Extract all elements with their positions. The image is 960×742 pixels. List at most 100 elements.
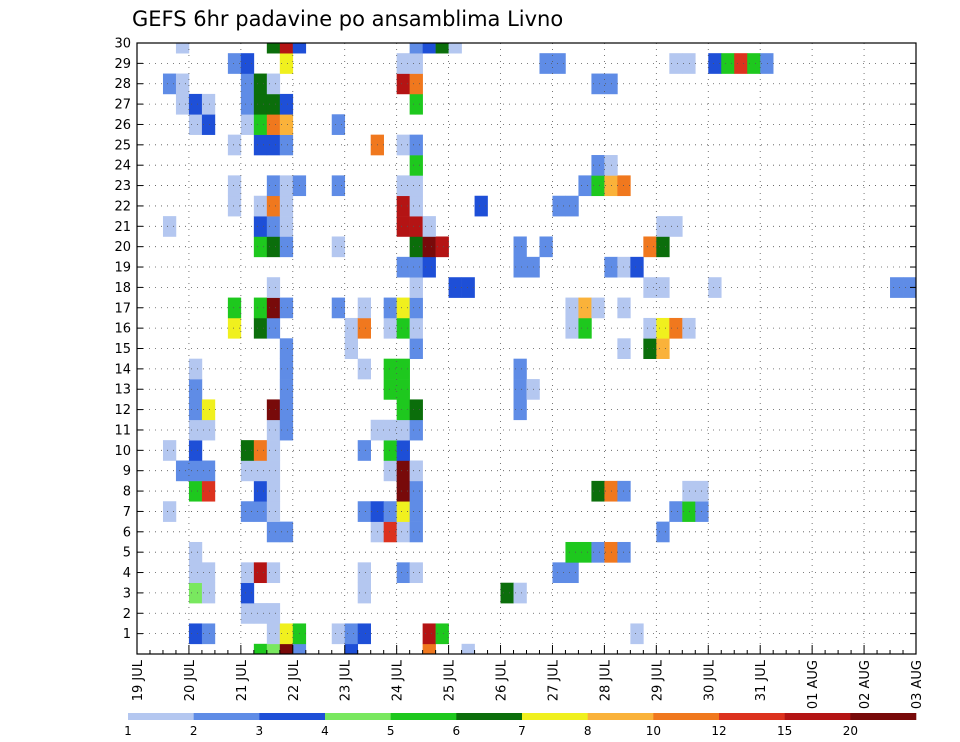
heatmap-cell xyxy=(396,297,410,319)
colorbar: 1 2 3 4 5 6 7 8 10 12 15 20 xyxy=(124,713,917,738)
heatmap-cell xyxy=(279,358,294,380)
heatmap-cell xyxy=(279,175,294,197)
heatmap-cell xyxy=(253,480,268,502)
heatmap-cell xyxy=(266,643,281,655)
heatmap-cell xyxy=(903,277,917,298)
heatmap-cell xyxy=(201,582,216,604)
heatmap-cell xyxy=(396,562,410,584)
heatmap-cell xyxy=(175,73,190,95)
heatmap-cell xyxy=(409,73,423,95)
heatmap-cell xyxy=(396,501,410,522)
heatmap-cell xyxy=(617,175,631,197)
heatmap-cell xyxy=(175,93,190,115)
heatmap-cell xyxy=(188,623,203,645)
heatmap-cell xyxy=(357,440,371,461)
heatmap-cell xyxy=(383,419,397,441)
heatmap-cell xyxy=(266,277,281,298)
heatmap-cell xyxy=(188,582,203,604)
heatmap-cell xyxy=(279,53,294,74)
heatmap-cell xyxy=(643,317,657,339)
heatmap-cell xyxy=(565,195,579,217)
heatmap-cell xyxy=(266,236,281,258)
colorbar-label: 7 xyxy=(518,724,526,738)
heatmap-cell xyxy=(266,440,281,461)
y-tick-label: 14 xyxy=(114,362,131,377)
heatmap-cell xyxy=(240,582,255,604)
heatmap-cell xyxy=(227,53,242,74)
heatmap-cell xyxy=(409,419,423,441)
heatmap-cell xyxy=(162,216,177,237)
heatmap-cell xyxy=(357,582,371,604)
y-tick-label: 10 xyxy=(114,444,131,459)
colorbar-label: 1 xyxy=(124,724,132,738)
heatmap-cell xyxy=(266,114,281,135)
heatmap-cell xyxy=(409,338,423,359)
heatmap-cell xyxy=(253,134,268,156)
heatmap-cell xyxy=(331,297,346,319)
colorbar-label: 5 xyxy=(387,724,395,738)
heatmap-cell xyxy=(357,358,371,380)
heatmap-cell xyxy=(240,93,255,115)
y-tick-label: 12 xyxy=(114,403,131,418)
heatmap-cell xyxy=(383,460,397,482)
heatmap-cell xyxy=(591,480,605,502)
colorbar-swatch xyxy=(259,713,326,720)
heatmap-cell xyxy=(396,399,410,421)
heatmap-cell xyxy=(396,317,410,339)
colorbar-label: 15 xyxy=(777,724,792,738)
heatmap-cell xyxy=(266,195,281,217)
x-tick-label: 29 JUL xyxy=(650,659,665,701)
heatmap-cell xyxy=(279,338,294,359)
heatmap-cell xyxy=(227,317,242,339)
heatmap-cell xyxy=(513,582,527,604)
heatmap-cell xyxy=(422,236,436,258)
heatmap-cell xyxy=(266,562,281,584)
heatmap-cell xyxy=(253,93,268,115)
heatmap-cell xyxy=(409,277,423,298)
heatmap-cell xyxy=(357,501,371,522)
x-tick-label: 03 AUG xyxy=(910,660,925,709)
heatmap-cell xyxy=(630,256,644,278)
colorbar-label: 12 xyxy=(711,724,726,738)
heatmap-cell xyxy=(201,460,216,482)
x-tick-label: 19 JUL xyxy=(131,659,146,701)
heatmap-cell xyxy=(188,460,203,482)
y-tick-label: 23 xyxy=(114,179,131,194)
heatmap-cell xyxy=(617,338,631,359)
heatmap-cell xyxy=(409,460,423,482)
heatmap-cell xyxy=(279,216,294,237)
heatmap-cell xyxy=(461,277,475,298)
y-tick-label: 25 xyxy=(114,138,131,153)
heatmap-cell xyxy=(240,114,255,135)
heatmap-cell xyxy=(266,460,281,482)
heatmap-cell xyxy=(513,379,527,400)
colorbar-swatch xyxy=(456,713,523,720)
heatmap-cell xyxy=(175,43,190,54)
colorbar-swatch xyxy=(653,713,720,720)
heatmap-cells xyxy=(162,43,917,655)
heatmap-cell xyxy=(344,623,359,645)
heatmap-cell xyxy=(201,399,216,421)
heatmap-cell xyxy=(591,155,605,176)
heatmap-cell xyxy=(435,236,449,258)
heatmap-cell xyxy=(409,521,423,543)
heatmap-cell xyxy=(669,501,683,522)
heatmap-cell xyxy=(279,521,294,543)
heatmap-cell xyxy=(396,379,410,400)
heatmap-cell xyxy=(513,399,527,421)
heatmap-cell xyxy=(201,114,216,135)
heatmap-cell xyxy=(201,562,216,584)
heatmap-cell xyxy=(279,623,294,645)
x-tick-label: 23 JUL xyxy=(339,659,354,701)
y-tick-label: 9 xyxy=(123,464,131,479)
heatmap-cell xyxy=(253,440,268,461)
y-tick-label: 21 xyxy=(114,220,131,235)
heatmap-cell xyxy=(266,134,281,156)
heatmap-cell xyxy=(266,216,281,237)
heatmap-cell xyxy=(656,236,670,258)
heatmap-cell xyxy=(266,501,281,522)
heatmap-cell xyxy=(383,297,397,319)
colorbar-swatch xyxy=(128,713,194,720)
heatmap-cell xyxy=(396,195,410,217)
heatmap-cell xyxy=(175,460,190,482)
